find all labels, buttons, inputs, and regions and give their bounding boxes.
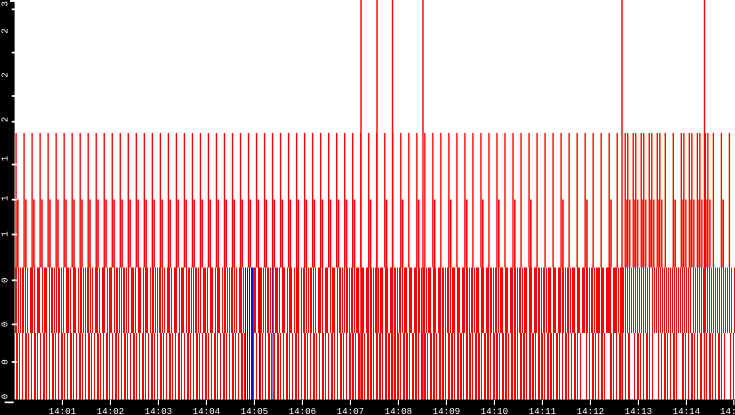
svg-text:14:07: 14:07 [337, 406, 365, 415]
svg-text:14:03: 14:03 [145, 406, 173, 415]
svg-text:14:13: 14:13 [625, 406, 653, 415]
svg-text:2: 2 [1, 28, 11, 33]
svg-text:14:11: 14:11 [529, 406, 557, 415]
svg-text:0: 0 [1, 359, 11, 364]
svg-text:14:14: 14:14 [673, 406, 701, 415]
svg-text:14:08: 14:08 [385, 406, 413, 415]
svg-text:2: 2 [1, 117, 11, 122]
svg-text:14:01: 14:01 [49, 406, 77, 415]
svg-text:14:05: 14:05 [241, 406, 269, 415]
svg-text:2: 2 [1, 72, 11, 77]
svg-text:14:15: 14:15 [720, 406, 735, 415]
svg-text:0: 0 [1, 278, 11, 283]
svg-text:1: 1 [1, 156, 11, 161]
svg-text:14:06: 14:06 [289, 406, 317, 415]
svg-text:0: 0 [1, 322, 11, 327]
svg-text:1: 1 [1, 231, 11, 236]
svg-text:14:10: 14:10 [481, 406, 509, 415]
svg-text:14:12: 14:12 [577, 406, 605, 415]
svg-text:3: 3 [1, 1, 11, 6]
svg-text:14:09: 14:09 [433, 406, 461, 415]
svg-text:14:04: 14:04 [193, 406, 221, 415]
svg-text:14:02: 14:02 [97, 406, 125, 415]
svg-text:1: 1 [1, 196, 11, 201]
svg-text:0: 0 [1, 394, 11, 399]
